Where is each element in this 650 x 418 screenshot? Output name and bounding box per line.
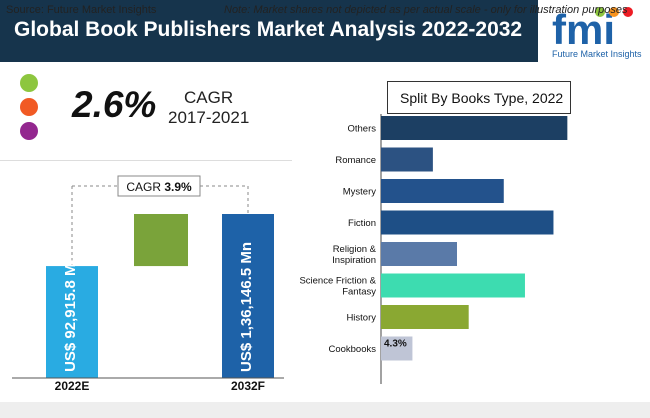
split-category-label: Cookbooks [328,344,376,355]
split-data-label: 4.3% [384,339,407,350]
growth-bar-2022E [46,266,98,378]
logo-dot-red [623,7,633,17]
footer-note: Note: Market shares not depicted as per … [224,4,628,16]
bar-label-2032: US$ 1,36,146.5 Mn [238,241,255,372]
header-banner [0,0,538,62]
split-bar-0 [381,116,568,140]
split-category-label: History [346,313,376,324]
split-bar-4 [381,242,457,266]
split-bar-5 [381,273,525,298]
cagr-badge [117,175,201,197]
split-category-label: Romance [335,155,376,166]
split-bar-6 [381,305,469,329]
cagr-years: 2017-2021 [168,108,250,127]
split-category-label: Science Friction & [299,276,376,287]
legend-dot-purple [20,122,38,140]
fmi-logo: fmi [552,6,633,53]
cagr-label: CAGR [184,88,234,107]
bar-label-2022: US$ 92,915.8 Mn [62,254,79,372]
split-chart-title: Split By Books Type, 2022 [387,81,571,114]
split-bar-chart: Others Romance Mystery Fiction Religion &Ins… [299,114,568,384]
footer [0,402,650,418]
page-title: Global Book Publishers Market Analysis 2… [14,18,523,41]
footer-source: Source: Future Market Insights [6,4,157,16]
split-bar-1 [381,147,433,172]
split-category-label: Fantasy [342,287,376,298]
growth-category-label: 2022E [55,379,90,393]
logo-dot-orange [609,7,619,17]
split-chart-title-text: Split By Books Type, 2022 [400,90,564,106]
split-category-label: Inspiration [332,255,376,266]
growth-bar-chart: 2022E 2032F CAGR 3.9% [12,175,284,393]
legend-dot-orange [20,98,38,116]
split-category-label: Fiction [348,218,376,229]
split-bar-3 [381,210,554,235]
split-category-label: Others [347,124,376,135]
logo-subtitle: Future Market Insights [552,49,642,59]
legend-dot-green [20,74,38,92]
divider [0,160,292,161]
cagr-value: 2.6% [72,84,157,125]
growth-bar-2032F [222,214,274,378]
cagr-badge-value: 3.9% [164,180,192,194]
cagr-badge-label: CAGR [126,180,164,194]
growth-increment-bar [134,214,188,267]
logo-dot-green [595,7,605,17]
split-category-label: Religion & [333,244,377,255]
cagr-badge-text: CAGR 3.9% [126,180,192,194]
growth-category-label: 2032F [231,379,265,393]
split-category-label: Mystery [343,187,377,198]
split-bar-2 [381,179,504,203]
split-bar-7 [381,336,413,361]
